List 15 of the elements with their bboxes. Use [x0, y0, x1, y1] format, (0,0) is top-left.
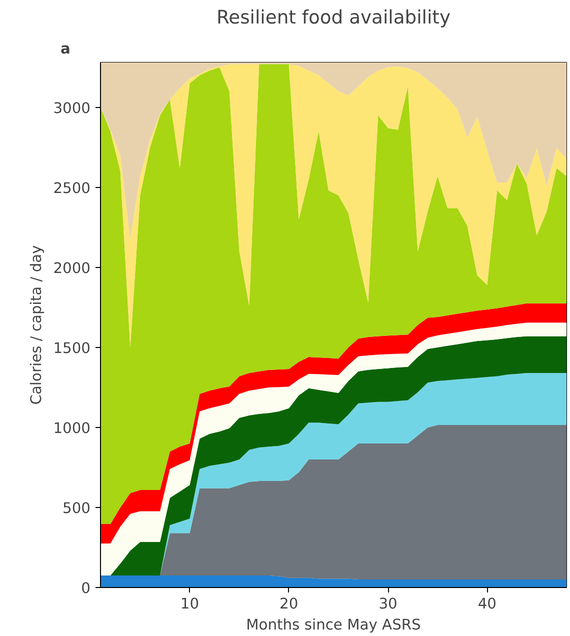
y-tick-label: 1000 — [53, 420, 91, 437]
y-tick-label: 500 — [62, 500, 91, 517]
y-tick-label: 2500 — [53, 180, 91, 197]
x-tick-label: 40 — [478, 596, 497, 612]
x-tick-label: 10 — [180, 596, 200, 612]
y-tick-label: 3000 — [53, 100, 91, 117]
y-tick-label: 0 — [81, 580, 91, 597]
chart-title: Resilient food availability — [216, 8, 451, 28]
x-axis-title: Months since May ASRS — [246, 616, 421, 634]
y-tick-label: 2000 — [53, 260, 91, 277]
x-tick-label: 30 — [378, 596, 398, 612]
x-tick-label: 20 — [280, 596, 298, 612]
y-tick-label: 1500 — [53, 340, 91, 357]
text: a — [60, 40, 70, 58]
y-axis-title: Calories / capita / day — [28, 244, 46, 405]
